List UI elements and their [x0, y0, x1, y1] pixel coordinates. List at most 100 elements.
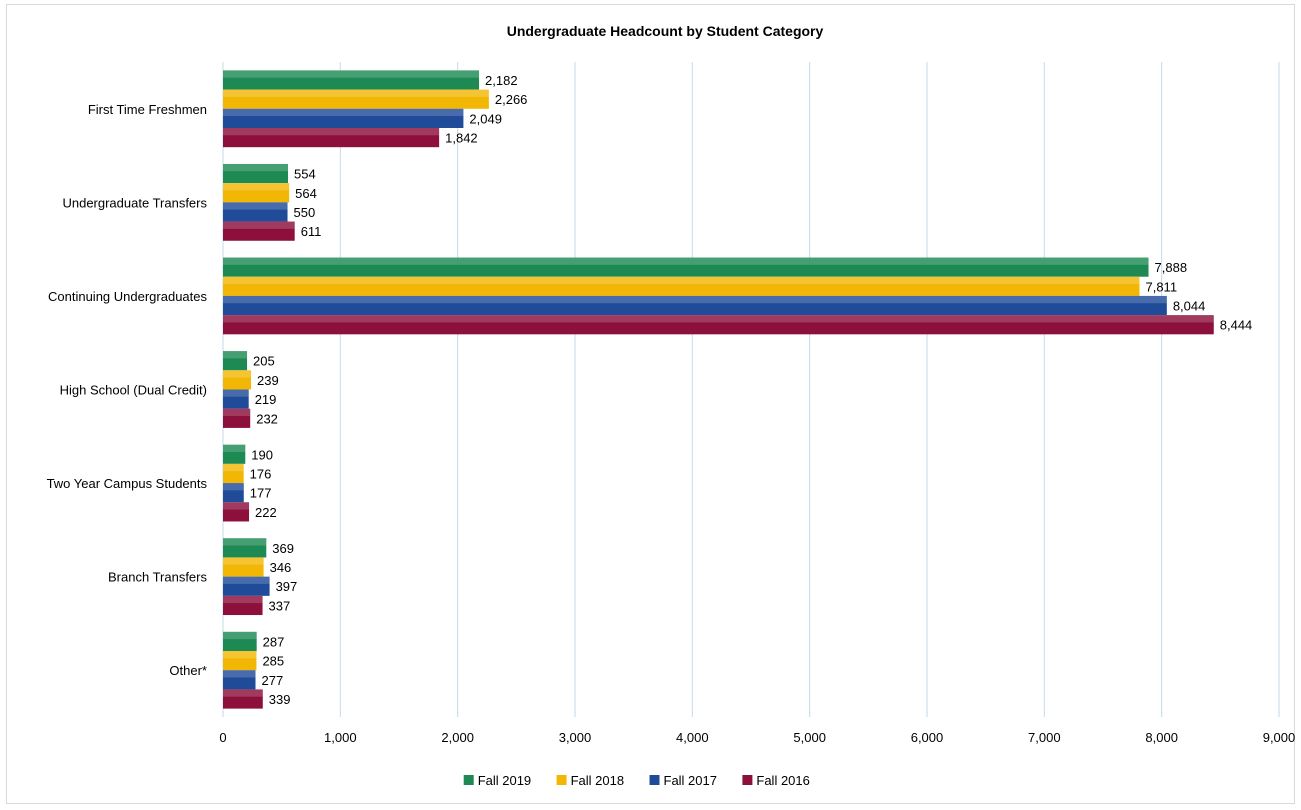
data-label: 177 — [250, 486, 272, 501]
bar-fall-2019 — [223, 631, 257, 652]
bar-fall-2017 — [223, 670, 256, 690]
bar-highlight — [223, 444, 246, 452]
bar-highlight — [223, 276, 1140, 285]
bar-fall-2017 — [223, 483, 244, 503]
bar-chart: Undergraduate Headcount by Student Categ… — [47, 23, 1296, 788]
data-label: 2,049 — [469, 111, 502, 126]
bar-fall-2018 — [223, 276, 1140, 296]
x-axis-tick-labels: 0 1,000 2,000 3,000 4,000 5,000 6,000 7,000 8,00… — [219, 730, 1295, 745]
bar-fall-2018 — [223, 89, 489, 109]
gridlines — [222, 62, 1280, 717]
bar-fall-2016 — [223, 315, 1214, 335]
x-tick-label: 5,000 — [793, 730, 826, 745]
bar-fall-2019 — [223, 163, 289, 184]
bar-highlight — [223, 483, 244, 491]
data-label: 239 — [257, 373, 279, 388]
data-label: 397 — [276, 579, 298, 594]
data-label: 611 — [301, 224, 322, 239]
data-label: 7,811 — [1145, 279, 1177, 294]
data-label: 2,182 — [485, 73, 518, 88]
bar-highlight — [223, 370, 252, 378]
bar-fall-2018 — [223, 463, 244, 484]
x-tick-label: 2,000 — [441, 730, 474, 745]
bar-fall-2019 — [223, 444, 246, 464]
bar-fall-2017 — [223, 202, 288, 222]
x-tick-label: 1,000 — [324, 730, 357, 745]
legend-swatch-fall-2017 — [649, 775, 660, 785]
legend-label: Fall 2018 — [571, 773, 624, 788]
data-label: 369 — [272, 541, 294, 556]
bar-highlight — [223, 202, 288, 210]
bar-highlight — [223, 463, 244, 472]
bar-fall-2018 — [223, 651, 257, 671]
legend-swatch-fall-2018 — [556, 775, 567, 785]
bar-fall-2016 — [223, 595, 263, 616]
legend-swatch-fall-2016 — [742, 775, 753, 785]
x-tick-label: 7,000 — [1028, 730, 1061, 745]
bar-fall-2019 — [223, 538, 267, 558]
bar-fall-2016 — [223, 408, 251, 428]
bar-highlight — [223, 670, 256, 678]
data-label: 287 — [263, 634, 285, 649]
legend-label: Fall 2017 — [664, 773, 717, 788]
bar-highlight — [223, 183, 290, 191]
bar-fall-2017 — [223, 295, 1167, 316]
bar-fall-2017 — [223, 576, 270, 596]
bar-fall-2016 — [223, 502, 250, 522]
bar-highlight — [223, 295, 1167, 304]
legend-label: Fall 2019 — [478, 773, 531, 788]
x-tick-label: 9,000 — [1263, 730, 1296, 745]
data-label: 564 — [295, 186, 317, 201]
data-label: 8,444 — [1220, 318, 1253, 333]
data-label: 176 — [250, 466, 272, 481]
bar-fall-2019 — [223, 257, 1149, 277]
bar-highlight — [223, 557, 264, 565]
chart-title: Undergraduate Headcount by Student Categ… — [507, 23, 824, 39]
x-tick-label: 8,000 — [1145, 730, 1178, 745]
data-label: 339 — [269, 692, 291, 707]
data-label: 232 — [256, 411, 278, 426]
bar-highlight — [223, 502, 250, 510]
bar-fall-2017 — [223, 389, 249, 409]
bar-highlight — [223, 651, 257, 659]
data-label: 550 — [294, 205, 316, 220]
bar-fall-2018 — [223, 183, 290, 203]
bar-highlight — [223, 408, 251, 416]
category-label: High School (Dual Credit) — [60, 383, 207, 398]
category-label: Undergraduate Transfers — [62, 195, 207, 210]
bar-highlight — [223, 221, 295, 229]
bar-highlight — [223, 315, 1214, 323]
bar-highlight — [223, 127, 440, 136]
bar-highlight — [223, 257, 1149, 265]
data-label: 8,044 — [1173, 299, 1206, 314]
bar-highlight — [223, 595, 263, 604]
bar-fall-2019 — [223, 70, 480, 90]
data-label: 554 — [294, 167, 316, 182]
category-label: First Time Freshmen — [88, 102, 207, 117]
bars — [223, 70, 1214, 709]
bar-highlight — [223, 576, 270, 584]
bar-fall-2018 — [223, 557, 264, 577]
bar-fall-2016 — [223, 221, 295, 241]
bar-highlight — [223, 631, 257, 640]
data-label: 1,842 — [445, 131, 478, 146]
bar-highlight — [223, 689, 263, 697]
category-label: Branch Transfers — [108, 570, 207, 585]
data-labels: 2,182 2,266 2,049 1,842 554 564 550 611 7,888 7,8… — [250, 73, 1253, 707]
x-tick-label: 6,000 — [911, 730, 944, 745]
bar-fall-2016 — [223, 689, 263, 709]
bar-highlight — [223, 538, 267, 546]
bar-fall-2019 — [223, 351, 248, 371]
data-label: 219 — [255, 392, 277, 407]
chart-frame: Undergraduate Headcount by Student Categ… — [6, 4, 1295, 804]
bar-highlight — [223, 163, 289, 172]
legend: Fall 2019 Fall 2018 Fall 2017 Fall 2016 — [463, 773, 810, 788]
data-label: 277 — [262, 673, 284, 688]
bar-fall-2016 — [223, 127, 440, 148]
bar-highlight — [223, 389, 249, 397]
bar-fall-2017 — [223, 108, 464, 128]
bar-highlight — [223, 351, 248, 359]
legend-label: Fall 2016 — [756, 773, 809, 788]
category-label: Other* — [169, 663, 207, 678]
category-label: Two Year Campus Students — [47, 476, 208, 491]
